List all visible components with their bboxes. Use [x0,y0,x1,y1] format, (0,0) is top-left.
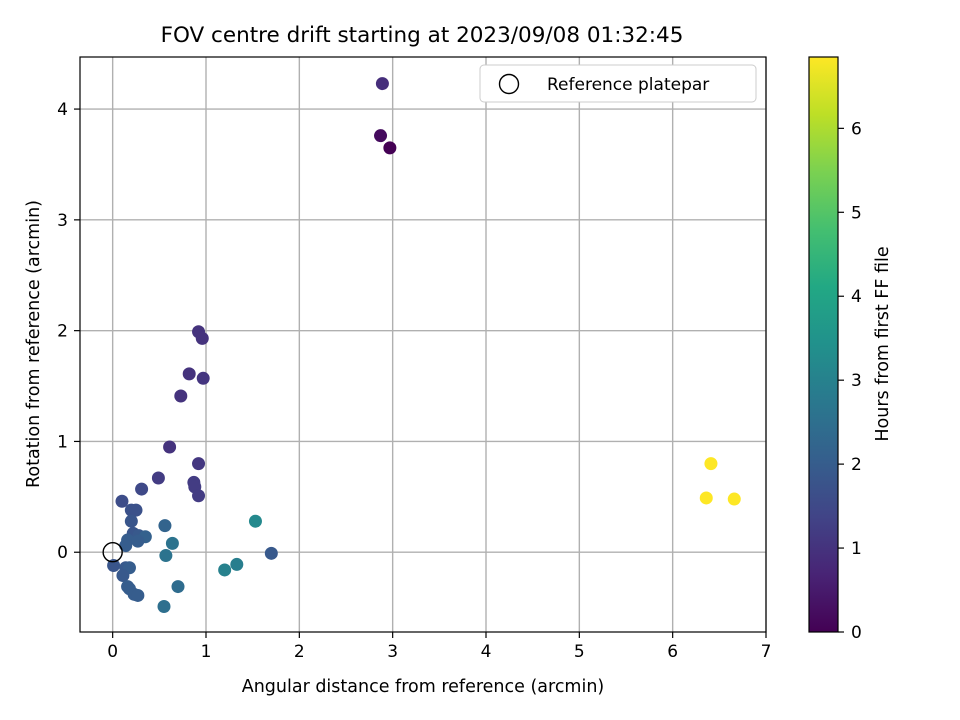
data-point [124,514,138,528]
data-point [699,491,713,505]
data-point [158,519,172,533]
colorbar-tick-label: 1 [851,539,862,559]
data-point [163,440,177,454]
data-point [119,539,133,553]
x-axis-label: Angular distance from reference (arcmin) [242,677,605,697]
reference-platepar-marker [102,542,123,563]
x-tick-label: 3 [387,642,398,662]
colorbar-tick-label: 4 [851,287,862,307]
data-points [107,77,741,614]
data-point [157,600,171,614]
data-point [704,457,718,471]
colorbar-tick-label: 6 [851,119,862,139]
data-point [375,77,389,91]
data-point [383,141,397,155]
data-point [174,389,188,403]
data-point [116,568,130,582]
legend: Reference platepar [479,64,757,103]
y-ticks: 0 1 2 3 4 [57,100,80,563]
legend-marker-reference [498,73,520,95]
colorbar [808,56,839,633]
data-point [248,514,262,528]
colorbar-tick-label: 3 [851,371,862,391]
data-point [727,492,741,506]
data-point [131,534,145,548]
data-point [107,559,121,573]
y-tick-label: 1 [57,432,68,452]
colorbar-tick-label: 2 [851,455,862,475]
data-point [192,457,206,471]
colorbar-label: Hours from first FF file [873,246,893,441]
x-tick-label: 7 [761,642,772,662]
data-point [218,563,232,577]
data-point [131,588,145,602]
y-tick-label: 2 [57,322,68,342]
data-point [196,371,210,385]
data-point [151,471,165,485]
data-point [115,494,129,508]
data-point [195,331,209,345]
x-ticks: 0 1 2 3 4 5 6 7 [107,632,771,662]
data-point [171,580,185,594]
x-tick-label: 1 [201,642,212,662]
y-tick-label: 4 [57,100,68,120]
legend-label-reference: Reference platepar [547,75,709,95]
data-point [192,489,206,503]
colorbar-ticks: 0 1 2 3 4 5 6 [838,119,862,643]
y-axis-label: Rotation from reference (arcmin) [24,200,44,488]
x-tick-label: 2 [294,642,305,662]
chart-title: FOV centre drift starting at 2023/09/08 … [161,23,684,48]
gridlines [80,57,767,632]
data-point [159,549,173,563]
x-tick-label: 5 [574,642,585,662]
y-tick-label: 0 [57,543,68,563]
y-tick-label: 3 [57,211,68,231]
x-tick-label: 0 [107,642,118,662]
data-point [182,367,196,381]
x-tick-label: 6 [667,642,678,662]
data-point [264,546,278,560]
x-tick-label: 4 [481,642,492,662]
data-point [135,482,149,496]
colorbar-tick-label: 5 [851,203,862,223]
plot-frame [79,56,767,633]
colorbar-tick-label: 0 [851,623,862,643]
legend-box [479,64,757,103]
data-point [129,503,143,517]
data-point [165,536,179,550]
data-point [374,129,388,143]
data-point [230,557,244,571]
